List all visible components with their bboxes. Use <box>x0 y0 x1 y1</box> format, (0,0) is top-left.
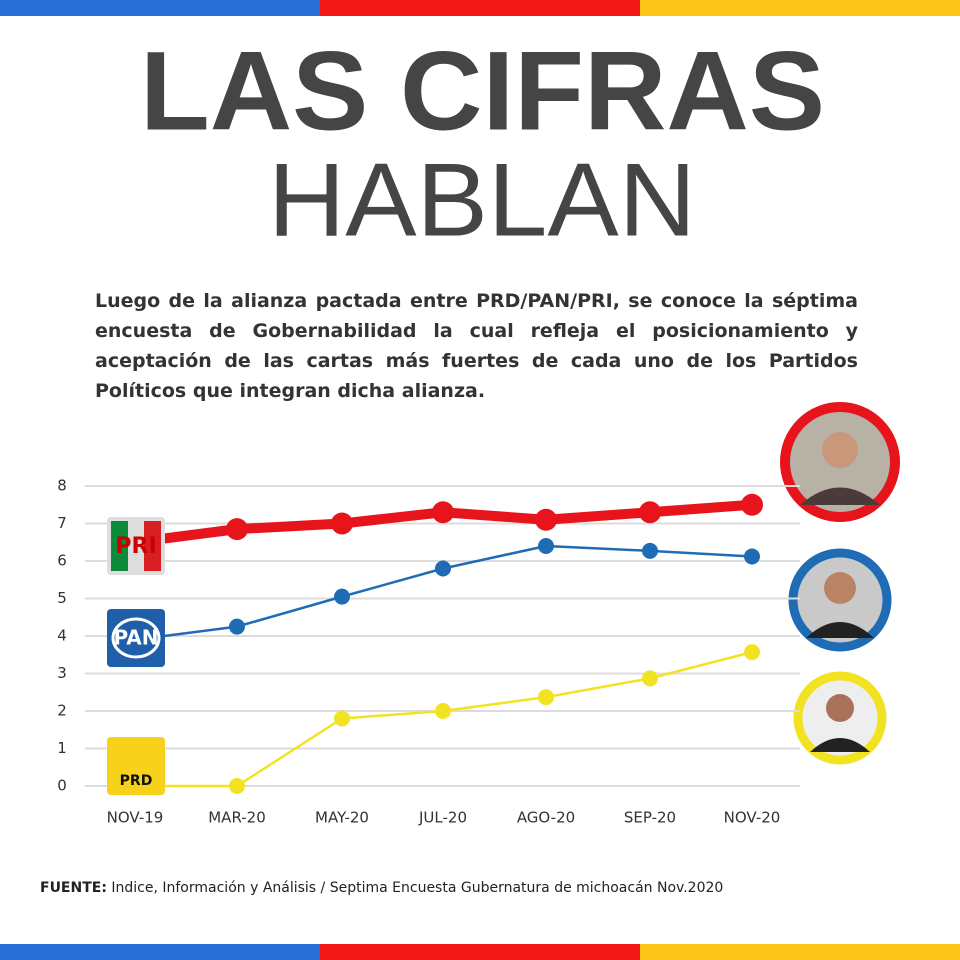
intro-text: Luego de la alianza pactada entre PRD/PA… <box>95 290 858 402</box>
y-tick-label: 1 <box>57 739 67 757</box>
legend-logo <box>144 521 161 571</box>
point <box>744 644 760 661</box>
y-tick-label: 6 <box>57 552 67 570</box>
point <box>639 501 661 524</box>
point <box>744 548 760 565</box>
point <box>435 703 451 719</box>
source-text: Indice, Información y Análisis / Septima… <box>111 880 724 896</box>
y-tick-label: 8 <box>57 477 67 495</box>
title: LAS CIFRAS <box>140 29 825 154</box>
source-label: FUENTE: <box>40 880 107 896</box>
point <box>226 518 248 541</box>
legend-logo <box>107 737 165 795</box>
x-tick-label: NOV-19 <box>107 809 164 827</box>
photo <box>793 671 887 765</box>
y-tick-label: 7 <box>57 514 67 532</box>
bar-yellow <box>640 944 960 960</box>
photo <box>780 402 900 522</box>
legend-item: PAN <box>107 609 165 667</box>
bar-blue <box>0 944 320 960</box>
point <box>229 618 245 635</box>
y-tick-label: 5 <box>57 589 67 607</box>
photo <box>788 548 892 652</box>
point <box>229 778 245 794</box>
y-tick-label: 0 <box>57 777 67 795</box>
y-tick-label: 2 <box>57 702 67 720</box>
bar-blue <box>0 0 320 16</box>
legend-logo <box>111 617 161 659</box>
y-tick-label: 4 <box>57 627 67 645</box>
legend-item: PRD <box>107 737 165 795</box>
bar-red <box>320 944 640 960</box>
point <box>642 670 658 687</box>
legend-item: PRI <box>107 517 165 575</box>
point <box>435 560 451 577</box>
subtitle: HABLAN <box>268 142 696 258</box>
point <box>334 710 350 727</box>
point <box>741 493 763 516</box>
point <box>334 588 350 605</box>
x-tick-label: SEP-20 <box>624 809 676 827</box>
x-tick-label: NOV-20 <box>724 809 781 827</box>
x-tick-label: MAY-20 <box>315 809 369 827</box>
legend-logo <box>111 521 128 571</box>
source: FUENTE: Indice, Información y Análisis /… <box>40 880 723 896</box>
legend-label: PRD <box>120 773 153 789</box>
legend-label: PRI <box>115 534 156 559</box>
y-tick-label: 3 <box>57 664 67 682</box>
point <box>432 501 454 524</box>
point <box>538 538 554 554</box>
bar-red <box>320 0 640 16</box>
point <box>331 512 353 535</box>
x-tick-label: MAR-20 <box>208 809 266 827</box>
legend-label: PAN <box>113 626 158 650</box>
point <box>535 508 557 531</box>
x-tick-label: JUL-20 <box>418 809 467 827</box>
point <box>538 689 554 706</box>
x-tick-label: AGO-20 <box>517 809 575 827</box>
series-line <box>135 650 753 788</box>
bar-yellow <box>640 0 960 16</box>
point <box>642 542 658 559</box>
